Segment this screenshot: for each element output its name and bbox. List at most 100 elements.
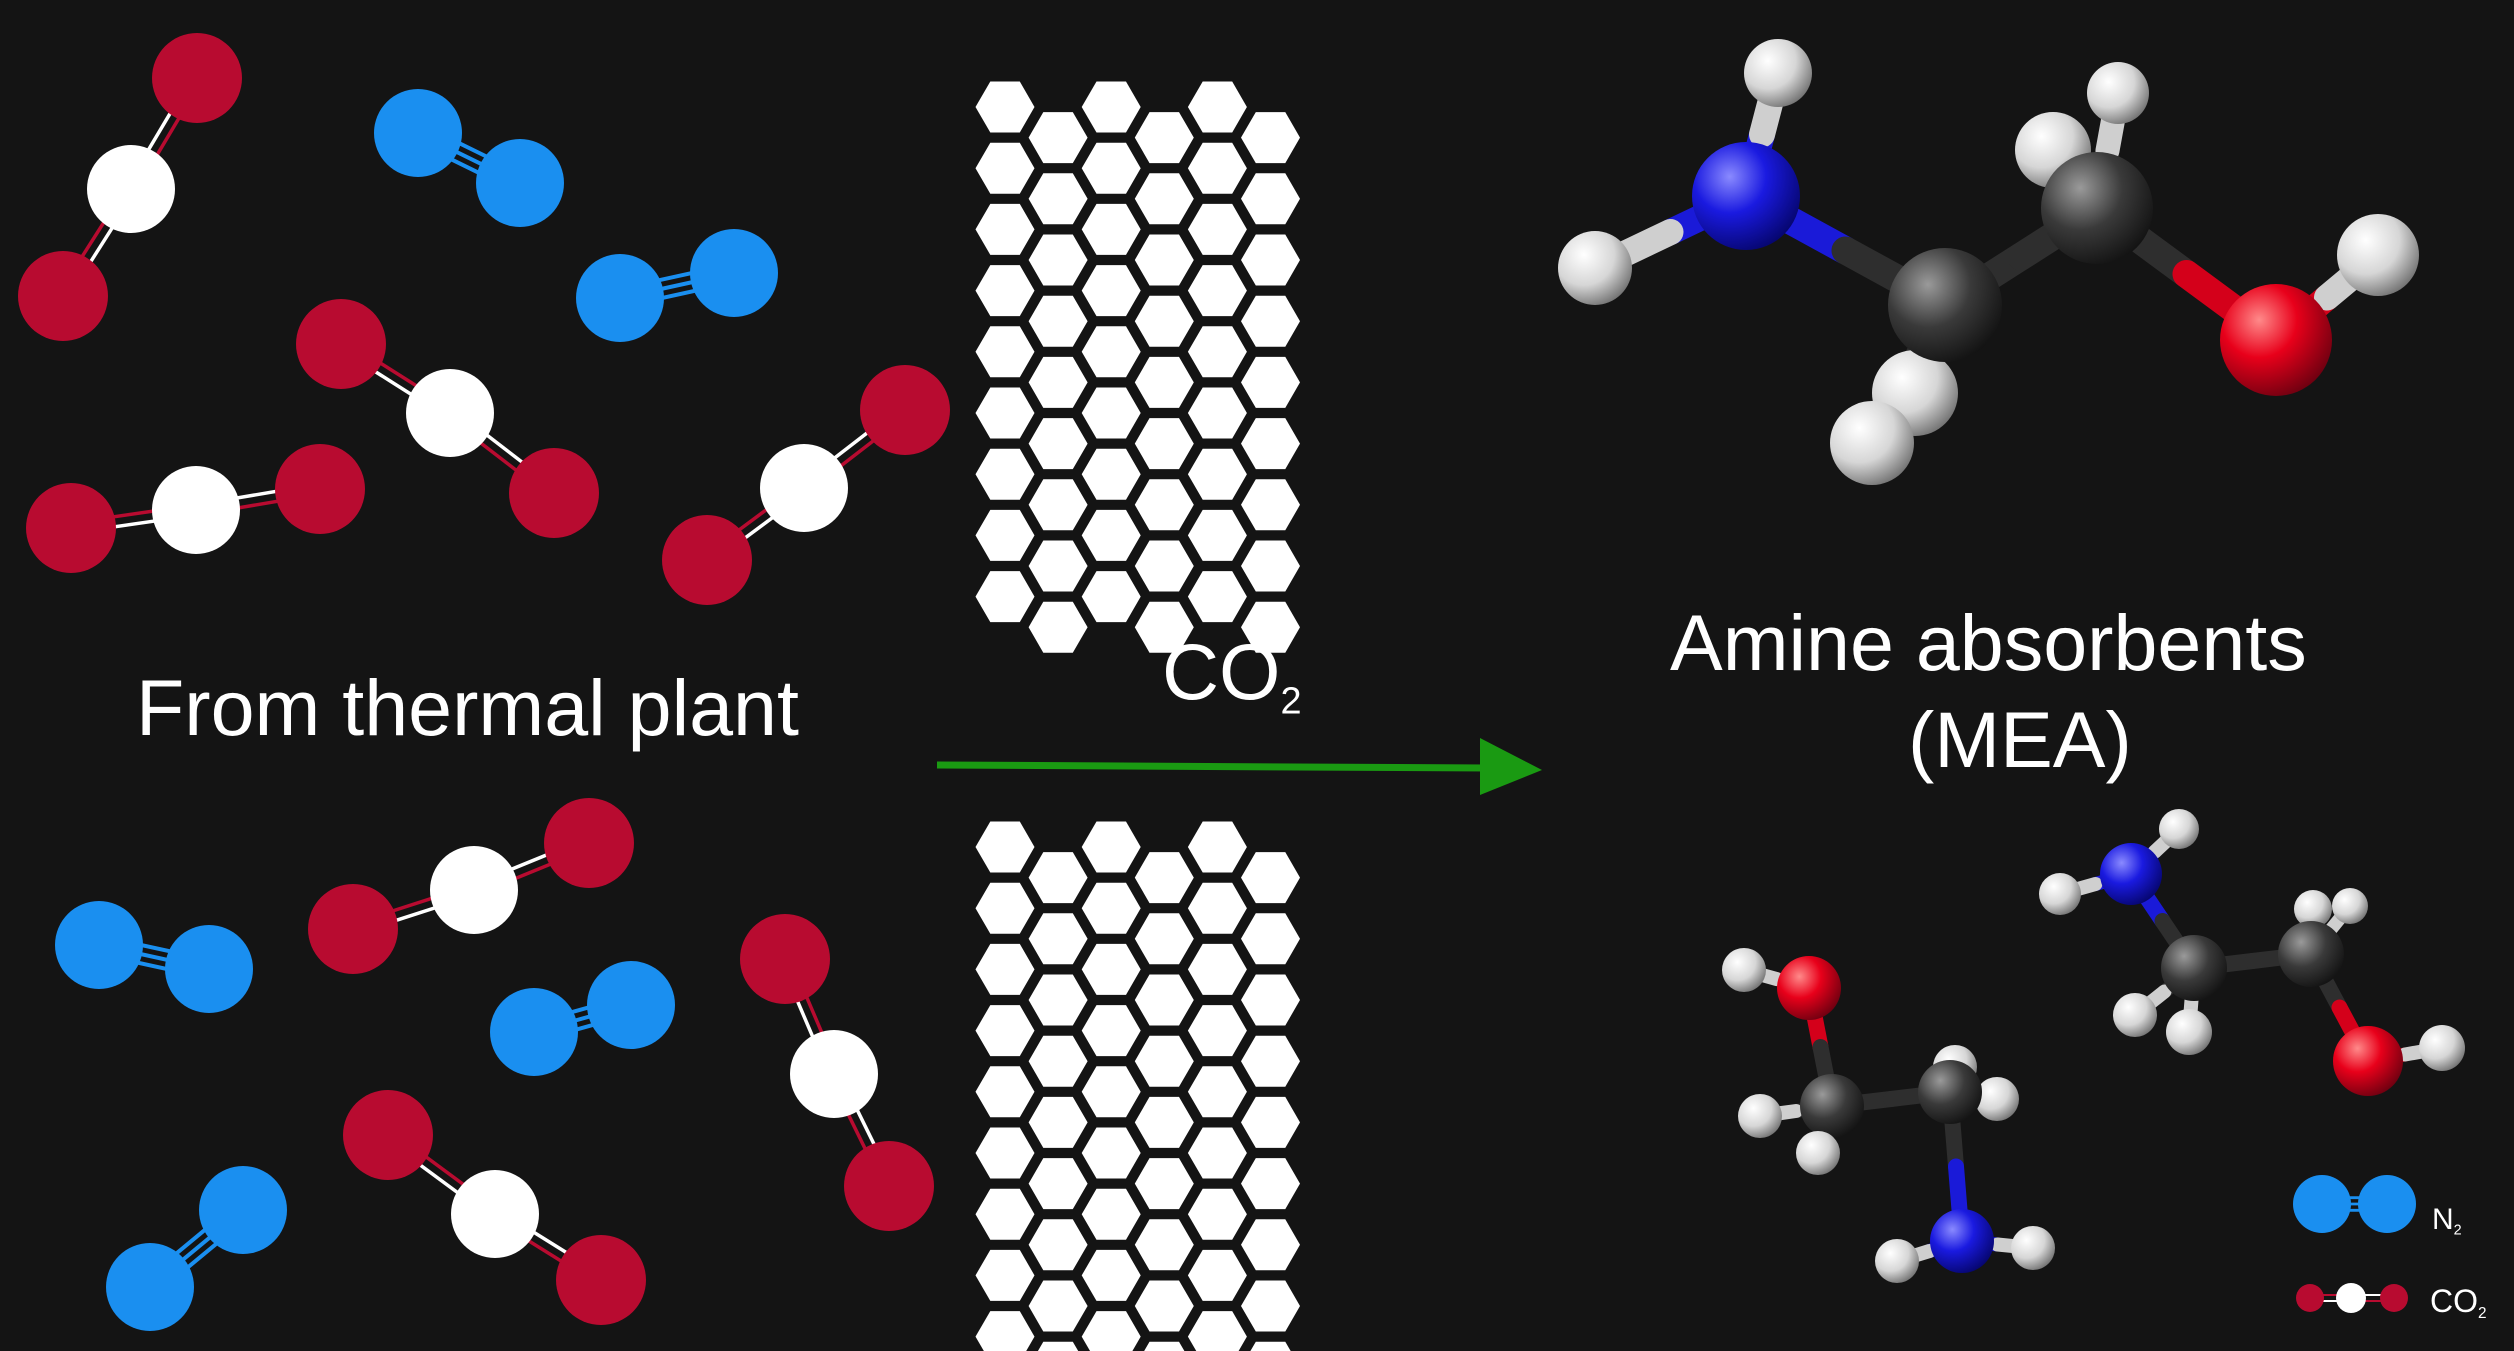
membrane-cell [1134,295,1194,347]
membrane-cell [1134,356,1194,408]
membrane-cell [1187,265,1247,317]
membrane-cell [975,1311,1035,1351]
mea-molecules [1558,39,2465,1283]
membrane-cell [975,387,1035,439]
nitrogen-atom [199,1166,287,1254]
co2-molecule-icon [296,299,599,538]
membrane-cell [1241,234,1300,286]
carbon-atom [2336,1283,2366,1313]
membrane-cell [1028,479,1088,531]
membrane-cell [1134,234,1194,286]
nitrogen-atom [690,229,778,317]
carbon-atom [152,466,240,554]
membrane-cell [1241,1096,1300,1148]
membrane-cell [1028,1096,1088,1148]
membrane-cell [1081,326,1141,378]
hydrogen-atom [1830,401,1914,485]
membrane-cell [1187,509,1247,561]
membrane-cell [1187,142,1247,194]
membrane-cell [1028,295,1088,347]
membrane-cell [1241,418,1300,470]
hydrogen-atom [2419,1025,2465,1071]
hydrogen-atom [1796,1131,1840,1175]
n2-molecule-icon [106,1166,287,1331]
hydrogen-atom [2011,1226,2055,1270]
membrane-cell [1241,1219,1300,1271]
oxygen-atom [18,251,108,341]
membrane-cell [975,882,1035,934]
hydrogen-atom [2337,214,2419,296]
membrane-cell [1081,1066,1141,1118]
membrane-cell [1241,974,1300,1026]
n2-molecule-icon [576,229,778,342]
membrane-cell [1081,1249,1141,1301]
membrane-cell [1028,173,1088,225]
membrane-cell [1187,1188,1247,1240]
membrane-cell [1028,356,1088,408]
oxygen-atom [662,515,752,605]
hydrogen-atom [1558,231,1632,305]
membrane-cell [975,571,1035,623]
oxygen-atom [308,884,398,974]
oxygen-atom [2333,1026,2403,1096]
hexagonal-membrane-icon [975,81,1300,653]
membrane-cell [1187,387,1247,439]
membrane-cell [975,81,1035,133]
membrane-cell [1241,1158,1300,1210]
co2-molecule-icon [662,365,950,605]
membrane-cell [1241,356,1300,408]
hydrogen-atom [1744,39,1812,107]
hydrogen-atom [1722,948,1766,992]
membrane-cell [1187,448,1247,500]
membrane-cell [1081,142,1141,194]
membrane-cell [1187,1005,1247,1057]
membrane-cell [1187,326,1247,378]
nitrogen-atom [1930,1209,1994,1273]
input-gas-molecules [18,33,950,1331]
membrane-cell [1081,448,1141,500]
membrane-cell [1187,821,1247,873]
carbon-atom [1888,248,2002,362]
membrane-cell [1187,1311,1247,1351]
carbon-atom [1800,1074,1864,1138]
oxygen-atom [844,1141,934,1231]
oxygen-atom [860,365,950,455]
legend-n2-label: N2 [2432,1203,2462,1239]
oxygen-atom [544,798,634,888]
mea-ball-and-stick-icon [1558,39,2419,485]
membrane-cell [975,1188,1035,1240]
membrane-cell [1134,1280,1194,1332]
membrane-cell [1187,943,1247,995]
membrane-cell [1081,943,1141,995]
membrane-cell [975,326,1035,378]
hydrogen-atom [2039,873,2081,915]
membrane-cell [1028,234,1088,286]
membrane-cell [1187,81,1247,133]
membrane-cell [1134,418,1194,470]
hydrogen-atom [1975,1077,2019,1121]
oxygen-atom [152,33,242,123]
membrane-cell [1241,1280,1300,1332]
hydrogen-atom [1738,1094,1782,1138]
legend-icons [2293,1175,2416,1313]
hexagonal-membrane-icon [975,821,1300,1351]
nitrogen-atom [374,89,462,177]
membrane-cell [975,448,1035,500]
membrane-cell [975,509,1035,561]
membrane-cell [1134,1096,1194,1148]
membrane-cell [1187,1066,1247,1118]
hydrogen-atom [2294,890,2332,928]
membrane-cell [1028,418,1088,470]
membrane-cell [1187,1127,1247,1179]
membrane-cell [1187,203,1247,255]
membrane-cell [1134,974,1194,1026]
hydrogen-atom [1875,1239,1919,1283]
membrane-cell [975,943,1035,995]
carbon-atom [406,369,494,457]
oxygen-atom [296,299,386,389]
oxygen-atom [740,914,830,1004]
absorbent-subtitle: (MEA) [1908,695,2132,784]
oxygen-atom [26,483,116,573]
mea-ball-and-stick-icon [2039,809,2465,1096]
